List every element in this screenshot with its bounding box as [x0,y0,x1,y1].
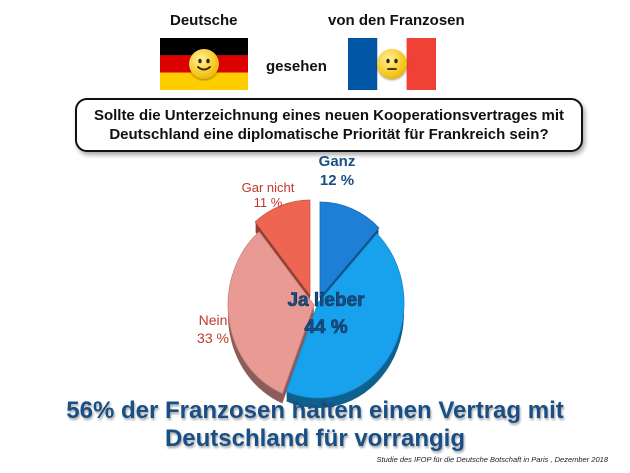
france-flag-stripe [406,38,436,90]
question-line-2: Deutschland eine diplomatische Priorität… [109,126,549,143]
headline-line-1: 56% der Franzosen halten einen Vertrag m… [66,397,564,424]
question-box: Sollte die Unterzeichnung eines neuen Ko… [75,98,583,152]
source-note: Studie des IFOP für die Deutsche Botscha… [376,455,608,464]
header-right-title: von den Franzosen [328,12,465,29]
slice-value-label: 11 % [254,195,283,210]
headline-line-2: Deutschland für vorrangig [164,425,466,452]
header-middle: gesehen [266,58,327,75]
header-left-title: Deutsche [170,12,238,29]
smiley-face-icon [189,49,219,79]
slice-value-label: 12 % [320,172,354,189]
slice-value-label: 33 % [197,330,229,346]
slice-label: Ganz [319,153,356,170]
neutral-face-icon [377,49,407,79]
slice-label: Gar nicht [242,180,295,195]
germany-flag [160,38,248,90]
germany-flag-stripe [160,38,248,56]
pie-slice-ja-lieber [285,233,405,399]
slice-label: Nein [199,312,228,328]
question-line-1: Sollte die Unterzeichnung eines neuen Ko… [93,107,565,124]
germany-flag-stripe [160,72,248,90]
slice-value-label: 44 % [304,317,347,338]
france-flag-stripe [348,38,378,90]
pie-slice-ganz [319,201,380,299]
pie-slice-nein [227,231,315,394]
slice-label: Ja lieber [287,290,365,311]
pie-slice-gar-nicht [254,199,311,297]
